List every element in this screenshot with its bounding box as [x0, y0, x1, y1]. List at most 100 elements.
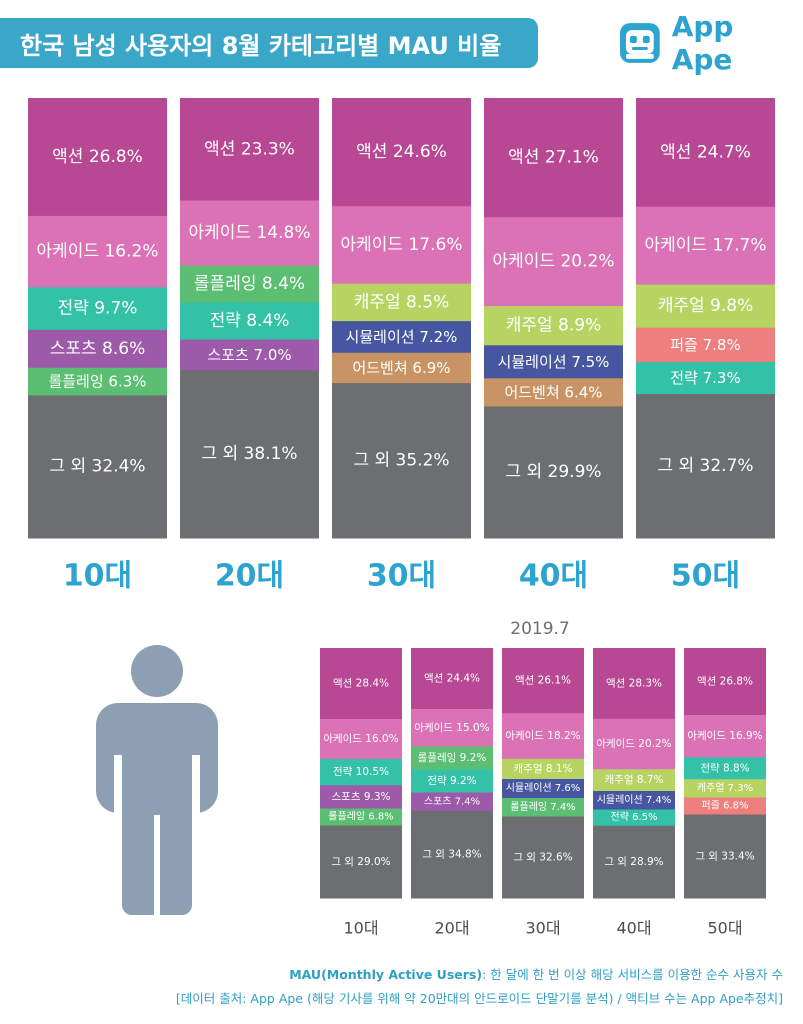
- bar-segment-4-6: [484, 406, 623, 539]
- bar-segment-5-5: [636, 362, 775, 395]
- segment-label: 아케이드 16.2%: [37, 242, 159, 262]
- bar-segment-2-4: [180, 302, 319, 341]
- bar-segment-2-1: [411, 648, 493, 710]
- main-chart: 액션 26.8% 아케이드 16.2% 전략 9.7% 스포츠 8.6% 롤플레잉 6.…: [28, 98, 775, 594]
- bar-segment-3-3: [502, 758, 584, 780]
- person-icon: [96, 645, 218, 915]
- segment-label: 시뮬레이션 7.6%: [506, 782, 581, 794]
- segment-label: 아케이드 16.9%: [687, 730, 762, 742]
- small-chart: 2019.7 액션 28.4% 아케이드 16.0% 전략 10.5% 스포츠 9.3%…: [320, 619, 766, 938]
- segment-label: 롤플레잉 8.4%: [194, 274, 305, 294]
- segment-label: 그 외 34.8%: [422, 849, 481, 861]
- segment-label: 캐주얼 7.3%: [697, 782, 753, 794]
- bar-segment-4-5: [593, 809, 675, 827]
- segment-label: 액션 23.3%: [204, 139, 295, 159]
- segment-label: 캐주얼 8.7%: [605, 774, 664, 786]
- brand-name: App Ape: [671, 10, 734, 76]
- bar-segment-1-4: [320, 785, 402, 809]
- category-label: 40대: [616, 919, 651, 938]
- bar-segment-4-3: [484, 306, 623, 346]
- bar-segment-5-2: [636, 206, 775, 286]
- bar-segment-2-2: [180, 200, 319, 267]
- segment-label: 아케이드 17.7%: [645, 236, 767, 256]
- bar-segment-1-2: [28, 215, 167, 288]
- bar-segment-2-3: [411, 746, 493, 770]
- segment-label: 그 외 38.1%: [201, 444, 297, 464]
- segment-label: 롤플레잉 7.4%: [510, 801, 575, 813]
- segment-label: 아케이드 20.2%: [596, 738, 671, 750]
- bar-segment-3-4: [332, 321, 471, 354]
- segment-label: 액션 24.6%: [356, 142, 447, 162]
- bar-segment-1-4: [28, 329, 167, 369]
- segment-label: 스포츠 7.4%: [424, 795, 480, 807]
- bar-segment-5-1: [636, 98, 775, 208]
- segment-label: 아케이드 15.0%: [414, 722, 489, 734]
- segment-label: 그 외 32.7%: [657, 456, 753, 476]
- category-label: 20대: [215, 559, 284, 594]
- segment-label: 액션 24.7%: [660, 142, 751, 162]
- segment-label: 전략 7.3%: [670, 369, 740, 387]
- bar-segment-3-2: [502, 713, 584, 760]
- category-label: 10대: [63, 559, 132, 594]
- bar-segment-5-6: [684, 814, 766, 899]
- bar-segment-1-6: [28, 395, 167, 539]
- bar-segment-2-2: [411, 709, 493, 747]
- bar-segment-3-6: [502, 816, 584, 899]
- segment-label: 캐주얼 8.1%: [514, 763, 573, 775]
- bar-segment-5-2: [684, 715, 766, 758]
- segment-label: 아케이드 18.2%: [505, 730, 580, 742]
- segment-label: 그 외 29.9%: [505, 462, 601, 482]
- bar-segment-4-6: [593, 825, 675, 899]
- segment-label: 전략 8.4%: [210, 311, 290, 331]
- segment-label: 시뮬레이션 7.2%: [346, 328, 458, 346]
- segment-label: 그 외 29.0%: [331, 856, 390, 868]
- bar-segment-5-4: [636, 327, 775, 363]
- segment-label: 아케이드 14.8%: [189, 223, 311, 243]
- segment-label: 그 외 32.6%: [513, 851, 572, 863]
- bar-segment-1-3: [320, 759, 402, 786]
- bar-segment-4-1: [484, 98, 623, 218]
- footer-mau-term: MAU(Monthly Active Users): [289, 967, 483, 982]
- bar-segment-4-4: [484, 345, 623, 379]
- bar-segment-1-1: [320, 648, 402, 720]
- category-label: 50대: [671, 559, 740, 594]
- segment-label: 캐주얼 9.8%: [658, 296, 754, 316]
- bar-segment-3-4: [502, 779, 584, 799]
- bar-segment-5-3: [684, 757, 766, 780]
- bar-segment-1-1: [28, 98, 167, 217]
- bar-segment-1-5: [320, 808, 402, 826]
- category-label: 40대: [519, 559, 588, 594]
- footer-mau-definition: : 한 달에 한 번 이상 해당 서비스를 이용한 순수 사용자 수: [482, 967, 783, 982]
- bar-segment-5-4: [684, 779, 766, 798]
- segment-label: 어드벤쳐 6.9%: [352, 359, 450, 377]
- bar-segment-4-5: [484, 378, 623, 407]
- bar-segment-3-1: [502, 648, 584, 714]
- bar-segment-4-2: [593, 718, 675, 770]
- bar-segment-5-5: [684, 797, 766, 815]
- bar-segment-1-5: [28, 367, 167, 396]
- bar-segment-2-4: [411, 769, 493, 793]
- footer-note-1: MAU(Monthly Active Users): 한 달에 한 번 이상 해…: [289, 964, 783, 983]
- segment-label: 그 외 35.2%: [353, 451, 449, 471]
- bar-segment-3-2: [332, 206, 471, 285]
- segment-label: 시뮬레이션 7.5%: [498, 353, 610, 371]
- segment-label: 캐주얼 8.5%: [354, 292, 450, 312]
- segment-label: 액션 28.3%: [606, 677, 662, 689]
- segment-label: 그 외 33.4%: [695, 850, 754, 862]
- bar-segment-2-5: [411, 792, 493, 812]
- segment-label: 퍼즐 6.8%: [702, 800, 749, 812]
- bar-segment-2-5: [180, 339, 319, 371]
- segment-label: 액션 26.8%: [52, 147, 143, 167]
- segment-label: 어드벤쳐 6.4%: [504, 383, 602, 401]
- segment-label: 스포츠 9.3%: [332, 791, 391, 803]
- bar-segment-3-6: [332, 383, 471, 539]
- app-ape-logo-icon: [619, 23, 660, 63]
- bar-segment-5-1: [684, 648, 766, 716]
- segment-label: 전략 6.5%: [611, 811, 658, 823]
- segment-label: 스포츠 8.6%: [50, 339, 146, 359]
- footer-source: [데이터 출처: App Ape (해당 기사를 위해 약 20만대의 안드로이…: [175, 991, 783, 1006]
- segment-label: 롤플레잉 9.2%: [418, 752, 487, 764]
- bar-segment-1-2: [320, 719, 402, 760]
- bar-segment-3-1: [332, 98, 471, 207]
- segment-label: 아케이드 17.6%: [341, 235, 463, 255]
